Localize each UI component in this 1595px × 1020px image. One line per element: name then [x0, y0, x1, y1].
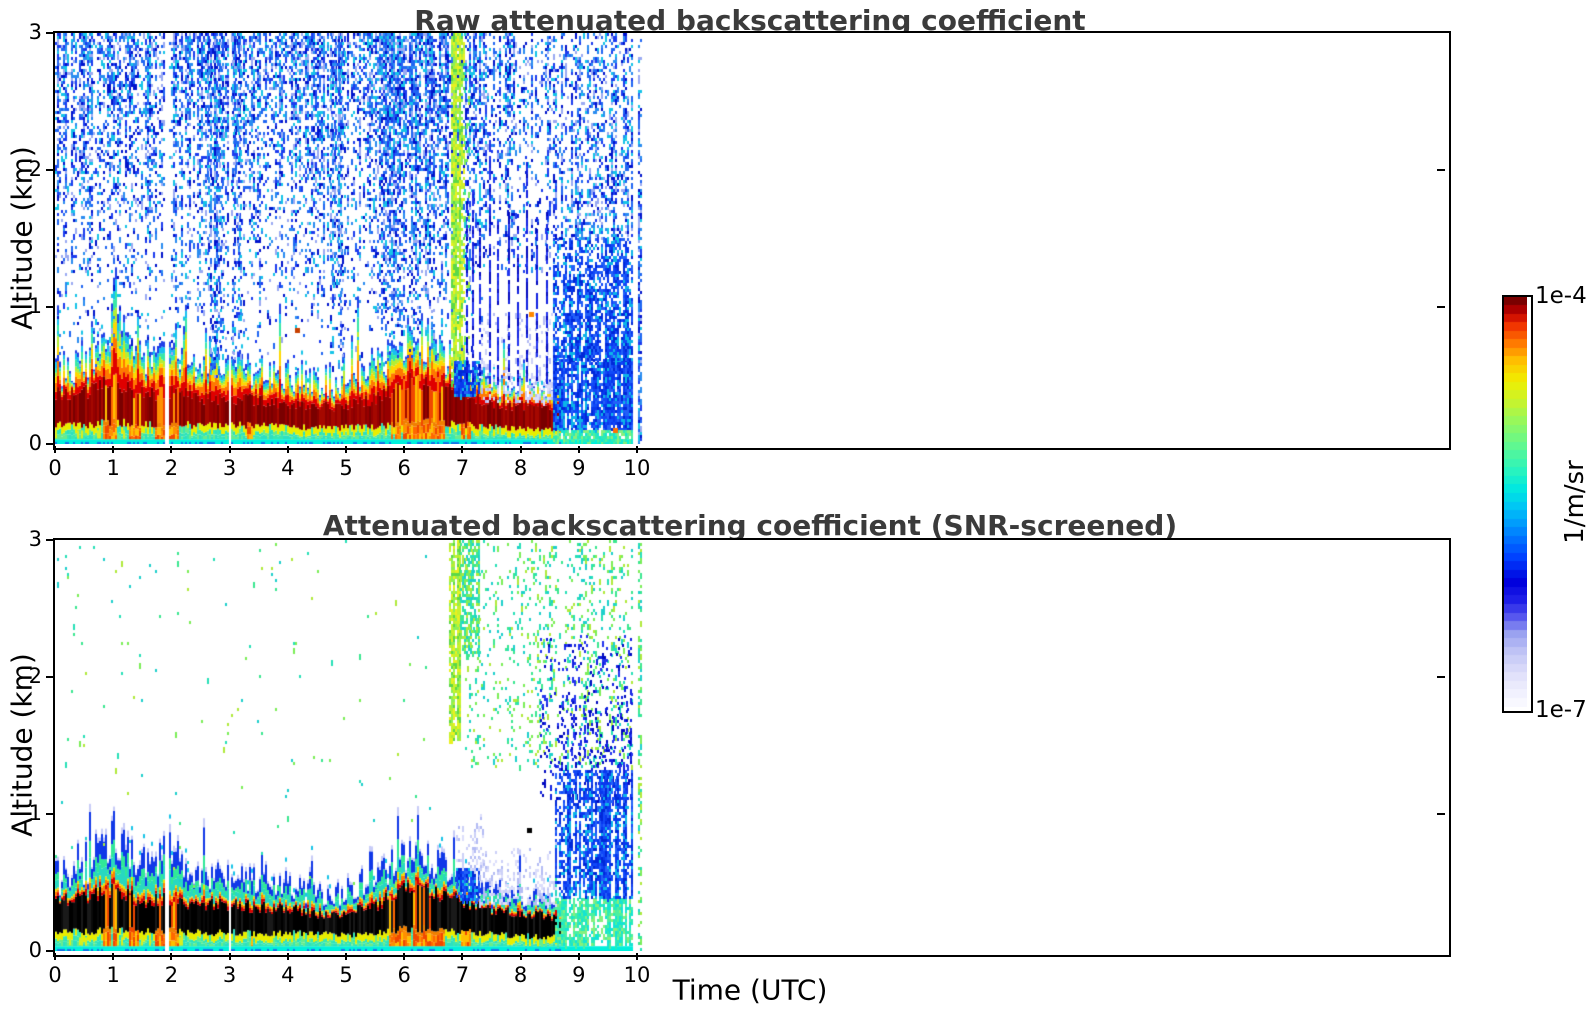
y-tick [46, 443, 55, 445]
x-tick [345, 953, 347, 960]
x-tick-label: 6 [397, 963, 411, 987]
x-tick-label: 5 [339, 963, 353, 987]
x-tick-label: 4 [281, 456, 295, 480]
x-tick [403, 446, 406, 453]
colorbar-unit-label: 1/m/sr [1560, 460, 1590, 544]
x-tick [519, 446, 522, 453]
x-tick-label: 9 [572, 963, 586, 987]
x-tick [636, 446, 638, 453]
y-tick-label: 3 [28, 527, 42, 551]
colorbar-min-label: 1e-7 [1535, 697, 1587, 723]
x-tick-label: 3 [222, 456, 237, 480]
y-tick-right [1437, 306, 1445, 308]
y-tick-label: 2 [28, 664, 42, 688]
x-tick [228, 446, 231, 453]
x-tick-label: 8 [513, 456, 528, 480]
y-tick-label: 2 [28, 157, 42, 181]
x-tick [461, 953, 464, 960]
x-tick-label: 4 [281, 963, 295, 987]
y-tick-label: 1 [28, 801, 42, 825]
x-tick-label: 0 [48, 456, 62, 480]
x-tick-label: 7 [455, 456, 470, 480]
x-tick-label: 8 [513, 963, 528, 987]
x-tick [577, 953, 580, 960]
colorbar-gradient [1504, 297, 1527, 707]
y-tick-right [1437, 676, 1445, 678]
y-tick-label: 1 [28, 294, 42, 318]
x-tick-label: 2 [164, 456, 179, 480]
x-tick [461, 446, 464, 453]
x-tick [345, 446, 347, 453]
x-tick [286, 953, 289, 960]
raw-backscatter-heatmap [55, 33, 1445, 444]
raw-backscatter-panel [53, 31, 1451, 450]
x-tick-label: 3 [222, 963, 237, 987]
screened-backscatter-heatmap [55, 540, 1445, 951]
x-tick-label: 9 [572, 456, 586, 480]
y-tick [46, 169, 55, 171]
x-tick-label: 6 [397, 456, 411, 480]
x-tick-label: 1 [106, 456, 120, 480]
x-tick [170, 953, 173, 960]
x-axis-label: Time (UTC) [672, 973, 828, 1007]
x-tick-label: 1 [106, 963, 120, 987]
x-tick-label: 2 [164, 963, 179, 987]
colorbar-max-label: 1e-4 [1535, 283, 1587, 309]
x-tick [54, 953, 56, 960]
y-tick [46, 676, 55, 678]
y-tick [46, 950, 55, 952]
y-tick-label: 0 [28, 938, 42, 962]
y-tick [46, 813, 55, 815]
x-tick [577, 446, 580, 453]
screened-backscatter-panel [53, 538, 1451, 957]
bottom-panel-title: Attenuated backscattering coefficient (S… [322, 509, 1178, 542]
x-tick [286, 446, 289, 453]
x-tick [636, 953, 638, 960]
x-tick [112, 953, 115, 960]
y-tick [46, 306, 55, 308]
y-tick [46, 32, 55, 34]
x-tick-label: 0 [48, 963, 62, 987]
x-tick-label: 10 [623, 963, 651, 987]
x-tick-label: 5 [339, 456, 353, 480]
x-tick [228, 953, 231, 960]
y-tick-right [1437, 813, 1445, 815]
x-tick [403, 953, 406, 960]
y-tick-label: 0 [28, 431, 42, 455]
x-tick-label: 10 [623, 456, 651, 480]
colorbar [1502, 295, 1533, 713]
y-tick-label: 3 [28, 20, 42, 44]
x-tick-label: 7 [455, 963, 470, 987]
x-tick [519, 953, 522, 960]
y-tick-right [1437, 169, 1445, 171]
x-tick [112, 446, 115, 453]
x-tick [54, 446, 56, 453]
x-tick [170, 446, 173, 453]
y-tick [46, 539, 55, 541]
